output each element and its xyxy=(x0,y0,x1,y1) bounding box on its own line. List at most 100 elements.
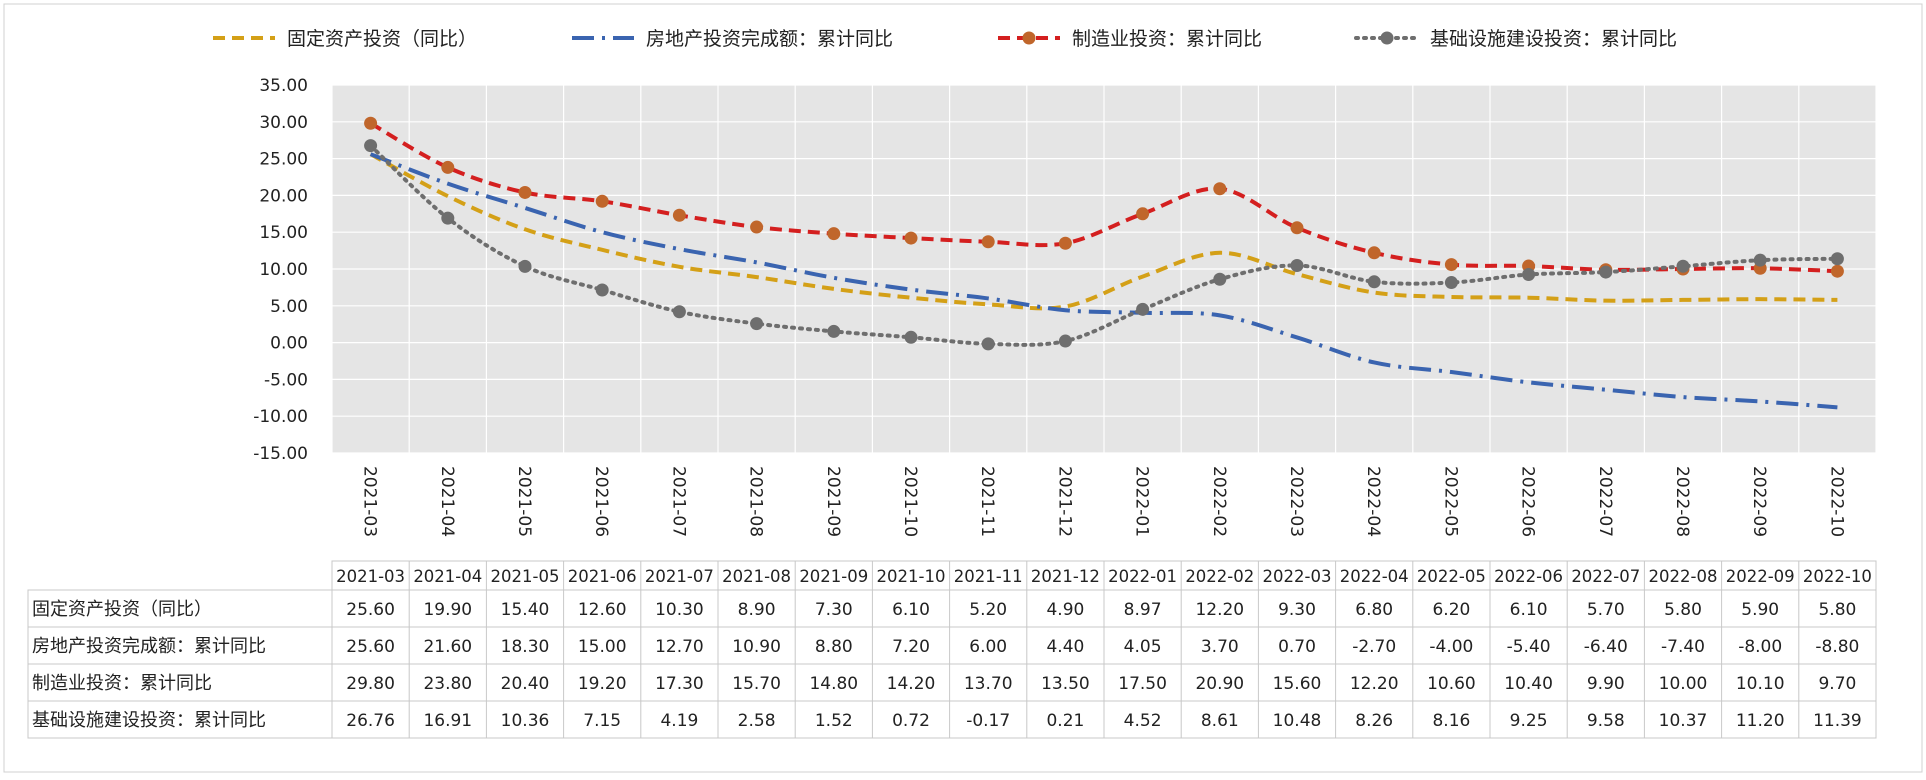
chart-border xyxy=(3,3,1923,773)
table-header-cell: 2021-12 xyxy=(1031,567,1100,586)
x-tick-label: 2022-05 xyxy=(1440,466,1460,537)
table-header-cell: 2022-08 xyxy=(1649,567,1718,586)
table-cell: 13.70 xyxy=(964,674,1013,694)
table-cell: 4.40 xyxy=(1046,637,1084,657)
legend-label: 制造业投资：累计同比 xyxy=(1072,28,1262,50)
table-header-cell: 2021-09 xyxy=(799,567,868,586)
table-cell: 15.40 xyxy=(501,600,550,620)
y-tick-label: 5.00 xyxy=(270,297,308,317)
table-cell: 3.70 xyxy=(1201,637,1239,657)
table-cell: 19.90 xyxy=(423,600,472,620)
table-cell: 14.20 xyxy=(887,674,936,694)
series-3-point xyxy=(1367,246,1381,260)
table-cell: 6.10 xyxy=(892,600,930,620)
x-tick-label: 2021-04 xyxy=(437,466,457,537)
table-cell: 20.40 xyxy=(501,674,550,694)
table-cell: 5.90 xyxy=(1741,600,1779,620)
series-4-point xyxy=(904,330,918,344)
series-3-point xyxy=(827,227,841,241)
table-cell: 15.70 xyxy=(732,674,781,694)
table-cell: 4.52 xyxy=(1124,711,1162,731)
table-cell: 17.30 xyxy=(655,674,704,694)
table-header-cell: 2021-05 xyxy=(491,567,560,586)
table-cell: 5.80 xyxy=(1664,600,1702,620)
table-cell: 10.60 xyxy=(1427,674,1476,694)
series-line-4 xyxy=(368,143,1840,347)
table-cell: 5.70 xyxy=(1587,600,1625,620)
x-tick-label: 2022-09 xyxy=(1749,466,1769,537)
table-cell: 5.20 xyxy=(969,600,1007,620)
table-cell: 21.60 xyxy=(423,637,472,657)
legend-item-1: 固定资产投资（同比） xyxy=(213,28,477,50)
table-cell: 4.19 xyxy=(660,711,698,731)
table-row-header: 基础设施建设投资：累计同比 xyxy=(32,710,266,731)
series-4-point xyxy=(1599,265,1613,279)
table-cell: 9.25 xyxy=(1510,711,1548,731)
x-tick-label: 2021-07 xyxy=(668,466,688,537)
table-cell: 2.58 xyxy=(738,711,776,731)
y-tick-label: 0.00 xyxy=(270,334,308,354)
table-cell: 26.76 xyxy=(346,711,395,731)
series-4-point xyxy=(1522,268,1536,282)
legend-label: 房地产投资完成额：累计同比 xyxy=(646,28,893,50)
x-tick-label: 2021-11 xyxy=(977,466,997,537)
table-header-cell: 2022-02 xyxy=(1185,567,1254,586)
table-cell: 10.37 xyxy=(1659,711,1708,731)
table-cell: -2.70 xyxy=(1352,637,1396,657)
table-header-cell: 2021-11 xyxy=(954,567,1023,586)
table-header-cell: 2022-05 xyxy=(1417,567,1486,586)
series-3-point xyxy=(1444,258,1458,272)
table-row-header: 固定资产投资（同比） xyxy=(32,599,212,620)
y-axis-tick-labels: 35.00 30.00 25.00 20.00 15.00 10.00 5.00 0.00 -5… xyxy=(253,76,308,464)
table-cell: -0.17 xyxy=(966,711,1010,731)
series-4-point xyxy=(1136,302,1150,316)
x-tick-label: 2022-03 xyxy=(1286,466,1306,537)
x-axis-tick-labels: 2021-03 2021-04 2021-05 2021-06 2021-07 2021-… xyxy=(360,466,1847,537)
x-tick-label: 2022-06 xyxy=(1518,466,1538,537)
y-tick-label: -15.00 xyxy=(253,444,308,464)
series-4-point xyxy=(1213,272,1227,286)
table-cell: 4.90 xyxy=(1046,600,1084,620)
series-3-point xyxy=(441,160,455,174)
x-tick-label: 2021-12 xyxy=(1054,466,1074,537)
y-tick-label: 15.00 xyxy=(259,223,308,243)
table-header-cell: 2022-09 xyxy=(1726,567,1795,586)
series-3-point xyxy=(750,220,764,234)
series-3-point xyxy=(364,116,378,130)
table-header-cell: 2022-06 xyxy=(1494,567,1563,586)
table-cell: 17.50 xyxy=(1118,674,1167,694)
x-tick-label: 2021-05 xyxy=(514,466,534,537)
series-4-point xyxy=(1830,252,1844,266)
table-row-header: 房地产投资完成额：累计同比 xyxy=(32,636,266,657)
table-cell: 7.15 xyxy=(583,711,621,731)
table-cell: 9.58 xyxy=(1587,711,1625,731)
x-tick-label: 2021-08 xyxy=(746,466,766,537)
series-4-point xyxy=(672,305,686,319)
table-header-cell: 2021-03 xyxy=(336,567,405,586)
table-cell: 10.40 xyxy=(1504,674,1553,694)
table-header-cell: 2021-07 xyxy=(645,567,714,586)
x-tick-label: 2022-04 xyxy=(1363,466,1383,537)
table-cell: 8.26 xyxy=(1355,711,1393,731)
y-tick-label: 25.00 xyxy=(259,150,308,170)
y-tick-label: -5.00 xyxy=(264,370,308,390)
table-cell: 6.00 xyxy=(969,637,1007,657)
series-3-point xyxy=(595,194,609,208)
table-cell: 8.16 xyxy=(1432,711,1470,731)
series-4-point xyxy=(1058,334,1072,348)
table-cell: 11.39 xyxy=(1813,711,1862,731)
table-header-cell: 2021-06 xyxy=(568,567,637,586)
series-4-point xyxy=(1290,258,1304,272)
table-cell: 8.90 xyxy=(738,600,776,620)
table-cell: 9.30 xyxy=(1278,600,1316,620)
table-cell: 0.72 xyxy=(892,711,930,731)
series-4-point xyxy=(981,337,995,351)
series-3-point xyxy=(672,208,686,222)
x-tick-label: 2022-10 xyxy=(1826,466,1846,537)
table-cell: 20.90 xyxy=(1195,674,1244,694)
table-cell: 23.80 xyxy=(423,674,472,694)
y-tick-label: 30.00 xyxy=(259,113,308,133)
series-4-point xyxy=(1676,259,1690,273)
series-3-point xyxy=(1136,207,1150,221)
